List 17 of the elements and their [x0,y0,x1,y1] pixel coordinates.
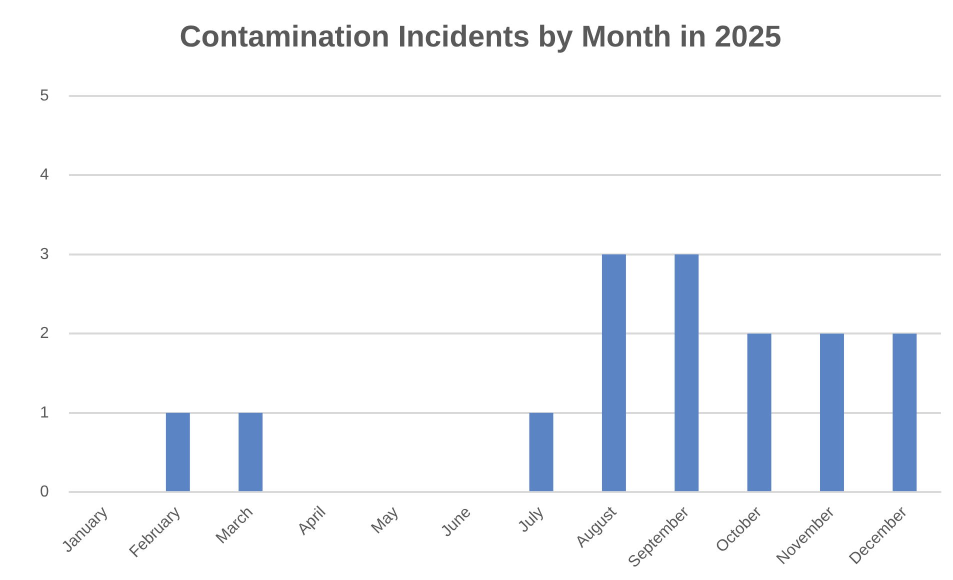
bar [238,412,263,492]
x-tick-label: May [368,504,402,538]
bar [674,254,699,492]
y-tick-label: 1 [40,404,49,422]
y-tick-label: 2 [40,325,49,342]
bar [529,412,554,492]
bar [892,334,917,492]
chart-title: Contamination Incidents by Month in 2025 [180,20,782,54]
bar [820,334,844,492]
y-tick-label: 0 [40,483,49,500]
bar [602,254,626,492]
bar [747,334,772,492]
bar [166,412,190,492]
y-tick-label: 3 [40,246,49,263]
y-tick-label: 4 [40,166,49,184]
x-tick-label: July [515,504,548,536]
y-tick-label: 5 [40,87,49,104]
